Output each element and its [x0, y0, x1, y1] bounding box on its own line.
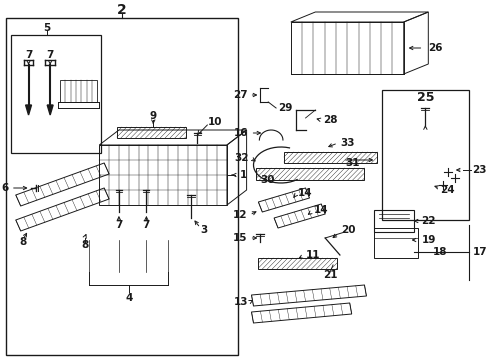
Text: 9: 9 — [149, 111, 157, 121]
Bar — [117, 127, 185, 138]
Text: 33: 33 — [339, 138, 354, 148]
Text: 10: 10 — [207, 117, 222, 127]
Text: 11: 11 — [305, 250, 319, 260]
Text: 24: 24 — [439, 185, 454, 195]
Text: 7: 7 — [115, 220, 122, 230]
Bar — [6, 18, 237, 355]
Text: 7: 7 — [46, 50, 54, 60]
Bar — [256, 168, 364, 180]
Text: 16: 16 — [234, 128, 248, 138]
Bar — [373, 228, 418, 258]
Bar — [373, 210, 413, 232]
Text: 3: 3 — [200, 225, 207, 235]
Text: 32: 32 — [234, 153, 248, 163]
Text: 30: 30 — [260, 175, 274, 185]
Text: 14: 14 — [297, 188, 312, 198]
Bar — [290, 22, 403, 74]
Text: 25: 25 — [416, 90, 433, 104]
Text: 19: 19 — [421, 235, 435, 245]
Text: 1: 1 — [239, 170, 246, 180]
Bar — [284, 152, 376, 163]
Text: 8: 8 — [81, 240, 88, 250]
Text: 20: 20 — [340, 225, 355, 235]
Text: 6: 6 — [1, 183, 9, 193]
Text: 31: 31 — [344, 158, 359, 168]
Polygon shape — [47, 105, 53, 115]
Text: 7: 7 — [25, 50, 32, 60]
Text: 4: 4 — [125, 293, 132, 303]
Text: 27: 27 — [232, 90, 247, 100]
Text: 15: 15 — [233, 233, 247, 243]
Text: 2: 2 — [117, 3, 126, 17]
Text: 23: 23 — [471, 165, 486, 175]
Text: 29: 29 — [278, 103, 292, 113]
Bar — [99, 145, 226, 205]
Polygon shape — [25, 105, 31, 115]
Text: 17: 17 — [471, 247, 486, 257]
Text: 5: 5 — [43, 23, 51, 33]
Text: 26: 26 — [427, 43, 442, 53]
Text: 22: 22 — [421, 216, 435, 226]
Bar — [60, 80, 97, 102]
Text: 13: 13 — [234, 297, 248, 307]
Bar — [381, 90, 468, 220]
Text: 28: 28 — [323, 115, 337, 125]
Text: 14: 14 — [313, 205, 327, 215]
Bar — [11, 35, 101, 153]
Text: 18: 18 — [432, 247, 447, 257]
Text: 7: 7 — [142, 220, 150, 230]
Bar — [258, 258, 336, 269]
Text: 8: 8 — [19, 237, 26, 247]
Text: 21: 21 — [322, 270, 337, 280]
Text: 12: 12 — [233, 210, 247, 220]
